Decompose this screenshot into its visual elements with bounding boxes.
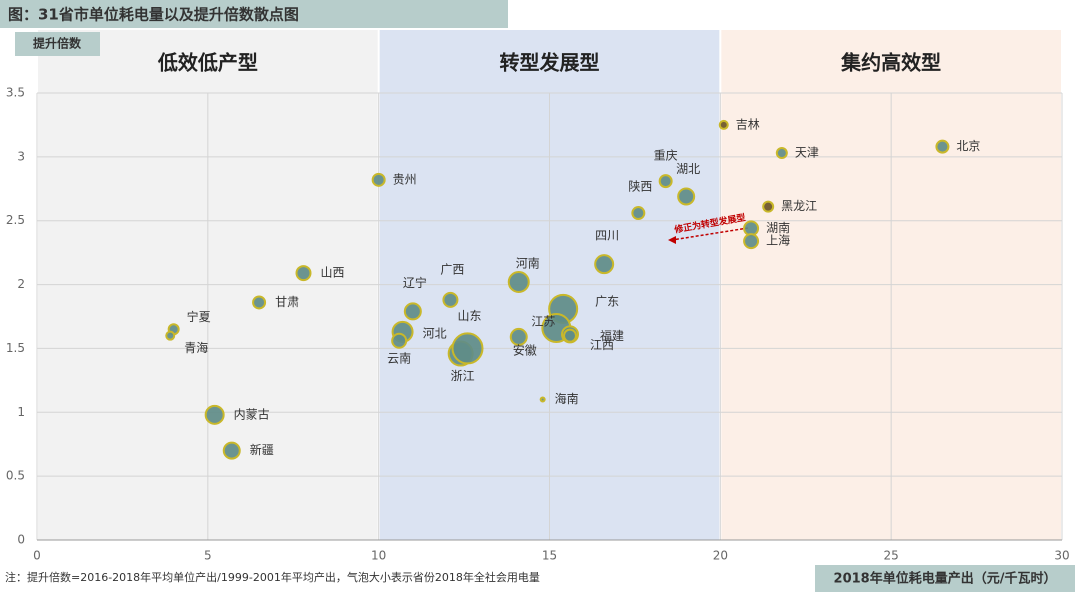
point-label: 内蒙古 — [234, 406, 270, 421]
point-label: 青海 — [184, 340, 208, 355]
note: 注：提升倍数=2016-2018年平均单位产出/1999-2001年平均产出，气… — [5, 570, 540, 584]
point-label: 福建 — [600, 328, 624, 343]
y-tick-label: 2 — [17, 277, 25, 291]
point-label: 重庆 — [654, 149, 678, 163]
y-tick-label: 3 — [17, 149, 25, 163]
point-label: 陕西 — [628, 179, 652, 194]
point-label: 新疆 — [250, 442, 274, 457]
bubble — [295, 265, 312, 282]
x-tick-label: 0 — [33, 549, 41, 563]
x-tick-label: 15 — [542, 549, 557, 563]
region-title: 转型发展型 — [500, 51, 600, 75]
point-label: 安徽 — [513, 342, 537, 357]
y-tick-label: 0 — [17, 533, 25, 547]
region-title: 低效低产型 — [157, 51, 258, 75]
x-tick-label: 30 — [1054, 549, 1069, 563]
y-tick-label: 2.5 — [6, 213, 25, 227]
point-label: 广西 — [440, 262, 464, 276]
point-label: 山东 — [457, 309, 481, 323]
bubble — [539, 396, 546, 403]
point-label: 湖南 — [766, 220, 790, 235]
bubble — [677, 187, 696, 206]
point-label: 河南 — [516, 256, 540, 271]
bubble — [631, 206, 646, 221]
point-label: 辽宁 — [403, 275, 427, 290]
y-label-box — [15, 32, 100, 56]
bubble — [204, 404, 225, 425]
chart-title: 图：31省市单位耗电量以及提升倍数散点图 — [8, 6, 299, 24]
y-tick-label: 1.5 — [6, 341, 25, 355]
y-axis-label: 提升倍数 — [33, 36, 82, 51]
annotation-arrow — [671, 227, 749, 241]
point-label: 甘肃 — [275, 295, 299, 309]
bubble — [743, 233, 760, 250]
bubble — [391, 332, 408, 349]
y-tick-label: 3.5 — [6, 86, 25, 100]
bubble — [165, 330, 176, 341]
point-label: 吉林 — [736, 117, 760, 131]
bubble — [507, 271, 530, 294]
point-label: 北京 — [956, 139, 980, 153]
x-tick-label: 25 — [884, 549, 899, 563]
annotation-arrowhead — [668, 236, 676, 244]
y-tick-label: 1 — [17, 405, 25, 419]
point-label: 江苏 — [531, 314, 555, 328]
bubble — [762, 200, 775, 213]
bubble — [775, 147, 788, 160]
title-box — [0, 0, 508, 28]
point-label: 湖北 — [676, 161, 700, 176]
bubble — [718, 119, 729, 130]
point-label: 广东 — [595, 294, 619, 308]
bubble — [594, 254, 615, 275]
bubble — [442, 291, 459, 308]
point-label: 海南 — [555, 391, 579, 406]
background: 低效低产型 转型发展型 集约高效型 — [36, 30, 1063, 541]
point-label: 天津 — [795, 146, 819, 160]
x-axis-label: 2018年单位耗电量产出（元/千瓦时） — [834, 571, 1057, 587]
y-tick-label: 0.5 — [6, 469, 25, 483]
point-label: 上海 — [766, 233, 790, 248]
x-tick-label: 10 — [371, 549, 386, 563]
bubble — [222, 441, 241, 460]
x-tick-label: 20 — [713, 549, 728, 563]
point-label: 浙江 — [451, 369, 475, 383]
bubble — [252, 295, 267, 310]
point-label: 四川 — [595, 229, 619, 243]
point-label: 云南 — [387, 350, 411, 365]
x-label-box — [815, 565, 1075, 592]
point-label: 江西 — [590, 338, 614, 352]
point-label: 贵州 — [393, 172, 417, 186]
bubble — [509, 327, 528, 346]
bubble — [371, 172, 386, 187]
x-tick-label: 5 — [204, 549, 212, 563]
bubble — [658, 174, 673, 189]
point-label: 山西 — [321, 266, 345, 280]
point-label: 河北 — [423, 326, 447, 340]
bubble — [563, 328, 577, 343]
region-title: 集约高效型 — [840, 51, 941, 75]
bubble — [451, 332, 484, 365]
point-label: 黑龙江 — [781, 199, 817, 213]
point-label: 宁夏 — [187, 309, 211, 324]
bubble — [403, 302, 422, 321]
bubble — [935, 139, 950, 154]
